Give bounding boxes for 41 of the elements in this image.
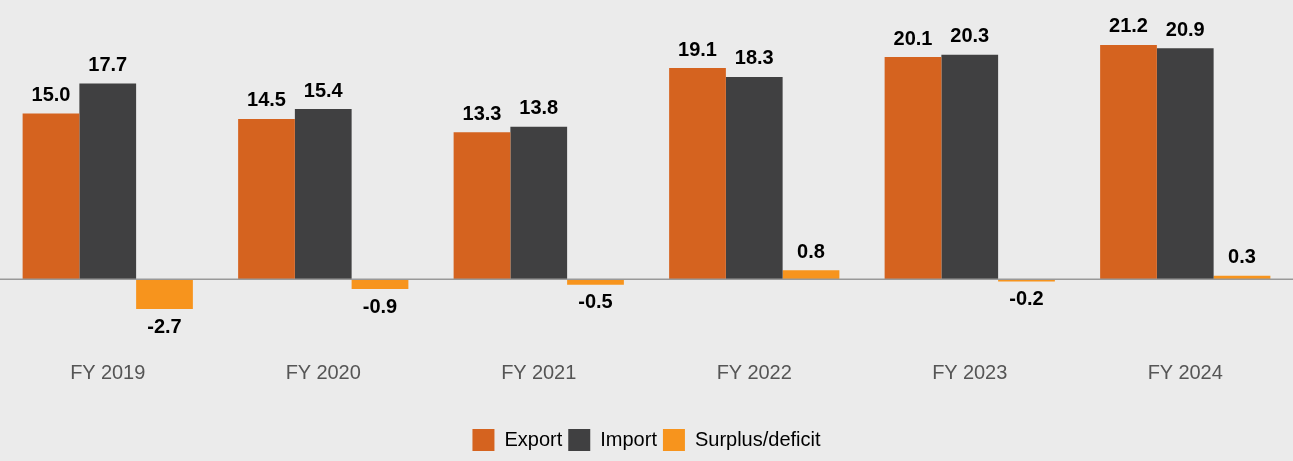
bar [669, 68, 726, 280]
data-label: 20.3 [950, 24, 990, 47]
bar [941, 54, 999, 280]
x-tick-label: FY 2020 [285, 360, 361, 383]
data-label: 0.8 [797, 239, 825, 262]
x-tick-label: FY 2024 [1147, 360, 1223, 383]
data-label: 21.2 [1109, 14, 1148, 37]
bar [453, 132, 511, 280]
data-label: 18.3 [734, 46, 774, 69]
legend-label: Import [600, 427, 658, 450]
data-label: 19.1 [678, 37, 717, 60]
bar [22, 113, 80, 280]
data-label: 15.0 [31, 82, 71, 105]
data-label: 20.9 [1165, 17, 1205, 40]
bar [238, 118, 295, 280]
legend-label: Export [504, 427, 563, 450]
x-tick-label: FY 2019 [70, 360, 146, 383]
data-label: 0.3 [1228, 245, 1256, 268]
data-label: -2.7 [147, 314, 182, 337]
bar [136, 279, 193, 309]
bar [510, 126, 568, 280]
data-label: 20.1 [893, 26, 933, 49]
data-label: -0.5 [578, 290, 613, 313]
bar [79, 83, 137, 280]
bar [294, 108, 352, 280]
bar [567, 279, 624, 285]
legend-label: Surplus/deficit [694, 427, 821, 450]
data-label: 13.8 [519, 96, 559, 119]
data-label: 14.5 [247, 88, 286, 111]
bar [884, 57, 942, 280]
data-label: 15.4 [303, 78, 344, 101]
data-label: -0.2 [1009, 286, 1044, 309]
x-tick-label: FY 2021 [501, 360, 577, 383]
bar [1156, 48, 1214, 280]
data-label: -0.9 [362, 294, 398, 317]
bar [725, 76, 783, 280]
data-label: 13.3 [462, 101, 502, 124]
x-tick-label: FY 2023 [932, 360, 1008, 383]
x-tick-label: FY 2022 [716, 360, 792, 383]
bar [1100, 44, 1157, 280]
data-label: 17.7 [88, 53, 128, 76]
